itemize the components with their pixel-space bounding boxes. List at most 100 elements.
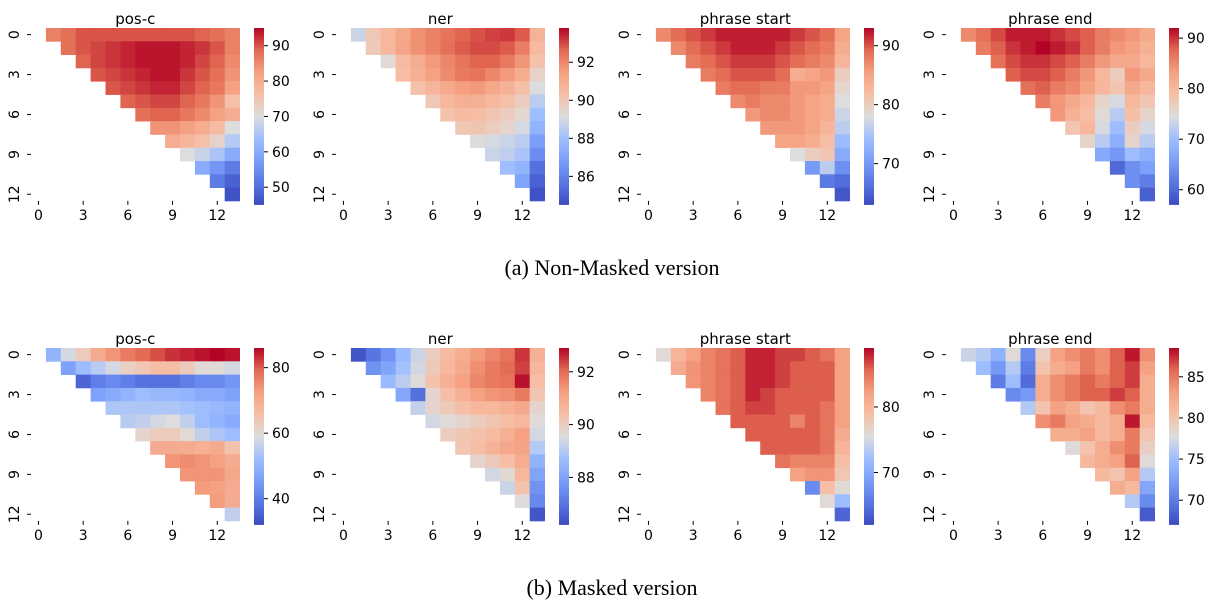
heatmap-cell [194,54,211,69]
heatmap-cell [775,94,791,109]
colorbar-tick-label: 70 [882,465,900,481]
colorbar-tick-label: 70 [272,109,290,125]
heatmap-cell [1050,361,1066,375]
y-tick-label: 6 [312,430,328,439]
heatmap-cell [514,54,531,69]
heatmap-cell [499,54,516,69]
heatmap-cell [470,387,486,402]
heatmap-cell [470,454,486,469]
heatmap-cell [1065,28,1081,42]
heatmap-cell [194,67,211,82]
heatmap-cell [440,348,456,362]
heatmap-cell [514,161,531,175]
heatmap-cell [395,387,411,402]
heatmap-cell [350,348,367,362]
heatmap-cell [485,414,501,429]
heatmap-cell [410,41,426,55]
heatmap-cell [150,414,166,429]
heatmap-cell [1109,401,1126,415]
heatmap-panel: phrase end 0 3 6 9 12 0 3 6 9 12 85 80 75 70 [922,330,1205,544]
heatmap-cell [730,414,746,429]
heatmap-cell [1020,387,1036,402]
heatmap-cell [120,401,136,415]
heatmap-cell [135,41,151,55]
heatmap-cell [1050,41,1066,55]
heatmap-cell [1109,28,1126,42]
heatmap-cell [410,28,426,42]
heatmap-cell [1065,401,1081,415]
heatmap-cell [715,54,731,69]
heatmap-cell [790,348,806,362]
heatmap-cell [730,94,746,109]
heatmap-cell [1124,454,1141,469]
heatmap-cell [834,187,850,202]
x-tick-label: 6 [1038,208,1047,224]
heatmap-cell [150,401,166,415]
heatmap-cell [194,348,211,362]
heatmap-cell [209,54,226,69]
heatmap-cell [485,454,501,469]
heatmap-cell [365,361,382,375]
colorbar-tick-label: 80 [272,74,290,90]
heatmap-cell [380,374,396,389]
colorbar [864,348,874,525]
heatmap-cell [1095,401,1111,415]
heatmap-cell [804,107,821,122]
heatmap-cell [685,54,701,69]
heatmap-cell [745,28,761,42]
heatmap-cell [1005,28,1021,42]
heatmap-cell [730,81,746,95]
heatmap-cell [1095,28,1111,42]
y-tick-label: 0 [312,350,328,359]
heatmap-cell [135,94,151,109]
heatmap-cell [1095,361,1111,375]
heatmap-cell [120,348,136,362]
x-tick-label: 3 [384,528,393,544]
heatmap-cell [410,54,426,69]
heatmap-cell [1139,401,1155,415]
colorbar-tick-label: 90 [577,418,595,434]
heatmap-panel: pos-c 0 3 6 9 12 0 3 6 9 12 90 80 70 60 50 [7,10,290,224]
heatmap-cell [834,427,850,442]
heatmap-cell [529,134,545,149]
colorbar-tick-label: 90 [272,39,290,55]
heatmap-cell [1065,67,1081,82]
heatmap-cell [760,361,776,375]
heatmap-cell [485,81,501,95]
heatmap-cell [834,374,850,389]
heatmap-cell [1109,427,1126,442]
heatmap-cell [180,94,196,109]
heatmap-cell [224,67,240,82]
heatmap-cell [224,401,240,415]
heatmap-cell [455,81,471,95]
heatmap-cell [819,494,836,508]
heatmap-cell [1035,54,1051,69]
heatmap-cell [1095,134,1111,149]
y-tick-label: 12 [7,185,23,203]
heatmap-cell [499,348,516,362]
heatmap-cell [775,41,791,55]
heatmap-cell [834,414,850,429]
heatmap-cell [1005,348,1021,362]
heatmap-cell [790,147,806,162]
heatmap-cell [440,427,456,442]
heatmap-cell [150,41,166,55]
heatmap-cell [180,401,196,415]
heatmap-cell [700,361,716,375]
heatmap-cell [1020,41,1036,55]
heatmap-cell [775,28,791,42]
heatmap-cell [1139,67,1155,82]
heatmap-cell [224,441,240,455]
heatmap-cell [819,94,836,109]
heatmap-cell [745,67,761,82]
heatmap-cell [209,441,226,455]
heatmap-cell [1080,441,1096,455]
heatmap-cell [105,374,121,389]
y-tick-label: 0 [7,30,23,39]
heatmap-cell [470,41,486,55]
y-tick-label: 6 [922,430,938,439]
heatmap-cell [655,28,672,42]
heatmap-cell [395,374,411,389]
caption-non-masked: (a) Non-Masked version [504,255,719,280]
heatmap-cell [1080,427,1096,442]
